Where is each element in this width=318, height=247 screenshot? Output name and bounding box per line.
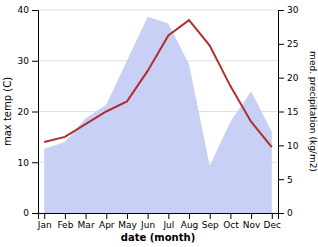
tick-label: 10 (18, 158, 30, 168)
tick: 10 (278, 141, 299, 151)
tick-mark (32, 61, 38, 62)
y2-axis: 0 5 10 15 20 25 30 (278, 5, 299, 218)
axis-line (39, 214, 279, 220)
line (44, 20, 272, 147)
tick-label: Jul (162, 220, 174, 230)
tick-label: Oct (223, 220, 239, 230)
tick-mark (32, 162, 38, 163)
tick: 0 (278, 208, 293, 218)
grid (38, 10, 278, 213)
tick-mark (127, 213, 128, 219)
tick-mark (148, 213, 149, 219)
tick-mark (44, 213, 45, 219)
tick: 20 (278, 73, 299, 83)
tick: Feb (57, 213, 73, 230)
area (44, 17, 272, 213)
tick-label: 0 (23, 208, 29, 218)
y-axis: 0 10 20 30 40 (18, 5, 39, 218)
tick: Jul (162, 213, 174, 230)
tick-label: 0 (287, 208, 293, 218)
tick: 5 (278, 175, 293, 185)
tick-label: 15 (287, 107, 298, 117)
chart: Jan Feb Mar AprMayJun Jul AugSep Oct NovDec 0 10 2… (0, 0, 318, 247)
tick-mark (168, 213, 169, 219)
tick-mark (230, 213, 231, 219)
tick-mark (189, 213, 190, 219)
tick-mark (32, 112, 38, 113)
tick-label: Jan (37, 220, 52, 230)
tick: 0 (23, 208, 38, 218)
tick-mark (278, 44, 284, 45)
tick: Sep (202, 213, 219, 230)
tick-mark (86, 213, 87, 219)
tick: Apr (99, 213, 115, 230)
tick-label: Sep (202, 220, 219, 230)
tick: 15 (278, 107, 298, 117)
axis-line (32, 11, 39, 214)
y2-axis-title: med. precipitation (kg/m2) (308, 51, 318, 172)
tick-label: Nov (243, 220, 261, 230)
tick-mark (106, 213, 107, 219)
tick-label: Mar (78, 220, 95, 230)
tick-mark (65, 213, 66, 219)
tick: 40 (18, 5, 38, 15)
tick-mark (278, 112, 284, 113)
tick: 30 (278, 5, 299, 15)
tick-mark (210, 213, 211, 219)
tick-mark (278, 78, 284, 79)
tick: 10 (18, 158, 38, 168)
tick: 25 (278, 39, 298, 49)
tick: Nov (243, 213, 261, 230)
tick-label: 30 (287, 5, 299, 15)
tick: 20 (18, 107, 38, 117)
tick-mark (32, 10, 38, 11)
tick-label: 5 (287, 175, 293, 185)
tick: Dec (264, 213, 281, 230)
tick-label: May (118, 220, 137, 230)
tick-label: 10 (287, 141, 299, 151)
tick: Aug (181, 213, 199, 230)
x-axis: Jan Feb Mar AprMayJun Jul AugSep Oct NovDec (37, 213, 281, 230)
tick-label: Aug (181, 220, 199, 230)
x-axis-title: date (month) (121, 232, 195, 243)
tick-mark (251, 213, 252, 219)
tick-label: Apr (99, 220, 115, 230)
tick-label: 25 (287, 39, 298, 49)
tick: 30 (18, 56, 38, 66)
tick: Mar (78, 213, 95, 230)
tick: Jun (140, 213, 155, 230)
tick-label: Jun (140, 220, 155, 230)
plot: Jan Feb Mar AprMayJun Jul AugSep Oct NovDec 0 10 2… (18, 5, 299, 230)
y-axis-title: max temp (C) (2, 77, 13, 146)
tick-mark (278, 145, 284, 146)
axis-line (279, 11, 285, 214)
tick-label: 20 (18, 107, 30, 117)
tick-mark (278, 10, 284, 11)
tick-label: Dec (264, 220, 281, 230)
tick: Jan (37, 213, 52, 230)
tick-mark (272, 213, 273, 219)
tick-label: 20 (287, 73, 299, 83)
marks (44, 17, 272, 213)
tick: Oct (223, 213, 239, 230)
tick-label: 30 (18, 56, 30, 66)
grid-line (38, 10, 278, 11)
tick-label: Feb (57, 220, 73, 230)
tick-mark (278, 179, 284, 180)
tick: May (118, 213, 137, 230)
tick-label: 40 (18, 5, 30, 15)
tick-mark (278, 213, 284, 214)
tick-mark (32, 213, 38, 214)
